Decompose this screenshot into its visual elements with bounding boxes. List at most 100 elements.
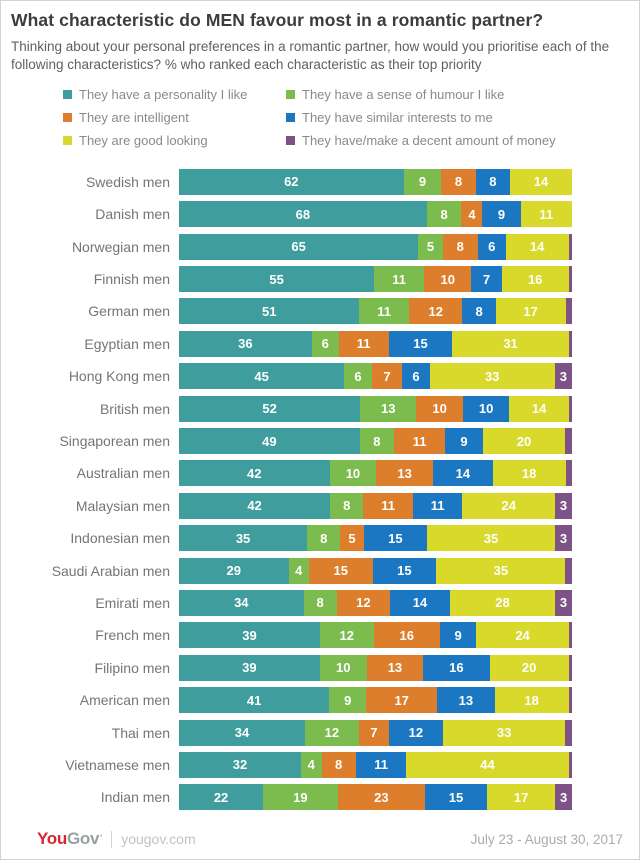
- bar-segment-intelligent: 11: [363, 492, 413, 519]
- chart-row: Swedish men 62 9 8 8 14: [1, 168, 639, 195]
- bar-segment-humour: 6: [344, 363, 372, 390]
- bar-segment-interests: 8: [475, 168, 511, 195]
- bar-segment-looks: 35: [436, 557, 566, 584]
- bar-segment-money: 3: [555, 589, 572, 616]
- row-label: Egyptian men: [84, 335, 170, 352]
- bar-segment-looks: 14: [505, 233, 569, 260]
- bar-segment-value: 16: [399, 627, 414, 643]
- bar-segment-intelligent: 5: [340, 525, 364, 552]
- chart-row: Filipino men 39 10 13 16 20: [1, 654, 639, 681]
- bar-segment-money: [565, 719, 572, 746]
- bar-segment-value: 8: [335, 757, 343, 773]
- bar-segment-value: 8: [475, 303, 483, 319]
- bar-segment-value: 17: [523, 303, 538, 319]
- stacked-bar: 42 8 11 11 24 3: [179, 492, 572, 519]
- bar-segment-personality: 65: [179, 233, 419, 260]
- bar-segment-humour: 13: [360, 395, 417, 422]
- bar-segment-intelligent: 11: [338, 330, 389, 357]
- bar-segment-value: 6: [354, 368, 362, 384]
- bar-segment-value: 6: [321, 336, 329, 352]
- bar-segment-interests: 13: [437, 687, 495, 714]
- bar-segment-interests: 14: [390, 589, 450, 616]
- bar-segment-looks: 18: [494, 687, 569, 714]
- bar-segment-intelligent: 8: [442, 233, 478, 260]
- bar-segment-value: 62: [284, 174, 299, 190]
- bar-segment-intelligent: 10: [416, 395, 463, 422]
- legend-label-looks: They are good looking: [79, 132, 208, 148]
- bar-segment-money: [565, 460, 572, 487]
- legend-label-money: They have/make a decent amount of money: [302, 132, 556, 148]
- chart-row: Vietnamese men 32 4 8 11 44: [1, 751, 639, 778]
- bar-segment-humour: 11: [359, 298, 409, 325]
- bar-segment-personality: 36: [179, 330, 312, 357]
- bar-segment-value: 41: [246, 692, 262, 708]
- bar-segment-personality: 39: [179, 622, 321, 649]
- bar-segment-value: 7: [482, 271, 491, 287]
- bar-segment-value: 4: [468, 206, 476, 222]
- chart-row: Egyptian men 36 6 11 15 31: [1, 330, 639, 357]
- brand-you: You: [37, 829, 67, 848]
- legend-item-interests: They have similar interests to me: [286, 110, 639, 125]
- bar-segment-money: 3: [555, 525, 572, 552]
- bar-segment-value: 13: [458, 692, 474, 708]
- bar-segment-personality: 55: [179, 266, 375, 293]
- bar-segment-value: 11: [412, 433, 427, 449]
- row-label: Swedish men: [85, 173, 170, 190]
- bar-segment-interests: 15: [363, 525, 427, 552]
- stacked-bar: 42 10 13 14 18: [179, 460, 572, 487]
- bar-segment-value: 12: [428, 303, 443, 319]
- bar-segment-personality: 62: [179, 168, 404, 195]
- bar-segment-value: 68: [295, 206, 311, 222]
- bar-segment-value: 11: [377, 303, 392, 319]
- row-label: Malaysian men: [75, 497, 170, 514]
- bar-segment-looks: 28: [449, 589, 556, 616]
- bar-segment-personality: 29: [179, 557, 289, 584]
- bar-segment-value: 13: [387, 660, 403, 676]
- bar-segment-interests: 11: [412, 492, 463, 519]
- legend-label-interests: They have similar interests to me: [302, 109, 493, 125]
- bar-segment-value: 18: [521, 465, 537, 481]
- chart-row: Australian men 42 10 13 14 18: [1, 460, 639, 487]
- bar-segment-value: 10: [345, 465, 361, 481]
- bar-segment-money: [565, 298, 573, 325]
- bar-segment-value: 15: [333, 563, 348, 579]
- bar-segment-value: 52: [262, 401, 277, 417]
- chart-row: French men 39 12 16 9 24: [1, 622, 639, 649]
- bar-segment-value: 9: [460, 433, 468, 449]
- bar-segment-looks: 20: [482, 428, 566, 455]
- bar-segment-value: 3: [559, 498, 568, 514]
- bar-segment-value: 28: [495, 595, 510, 611]
- bar-segment-humour: 9: [329, 687, 367, 714]
- bar-segment-interests: 9: [439, 622, 477, 649]
- stacked-bar: 34 12 7 12 33: [179, 719, 572, 746]
- footer-site: yougov.com: [121, 831, 196, 847]
- bar-segment-money: [568, 654, 572, 681]
- legend-item-money: They have/make a decent amount of money: [286, 133, 639, 148]
- legend-label-intelligent: They are intelligent: [79, 109, 189, 125]
- bar-segment-value: 7: [370, 725, 378, 741]
- bar-segment-value: 33: [484, 368, 500, 384]
- bar-segment-intelligent: 15: [308, 557, 373, 584]
- bar-segment-intelligent: 7: [371, 363, 403, 390]
- bar-segment-value: 31: [503, 336, 518, 352]
- bar-segment-looks: 11: [520, 201, 572, 228]
- bar-segment-value: 9: [344, 692, 352, 708]
- bar-segment-value: 3: [559, 368, 567, 384]
- bar-segment-interests: 9: [482, 201, 521, 228]
- bar-segment-value: 10: [478, 401, 494, 417]
- footer-date-range: July 23 - August 30, 2017: [470, 831, 623, 847]
- row-label: Vietnamese men: [65, 756, 170, 773]
- bar-segment-value: 12: [324, 725, 340, 741]
- row-label: Saudi Arabian men: [51, 562, 170, 579]
- bar-segment-value: 55: [269, 271, 284, 287]
- bar-segment-value: 3: [560, 789, 568, 805]
- bar-segment-humour: 6: [311, 330, 339, 357]
- stacked-bar: 39 12 16 9 24: [179, 622, 572, 649]
- bar-segment-value: 14: [529, 239, 545, 255]
- bar-segment-interests: 11: [355, 751, 407, 778]
- bar-segment-interests: 7: [471, 266, 502, 293]
- row-label: Danish men: [95, 206, 170, 223]
- row-label: French men: [95, 627, 170, 644]
- bar-segment-value: 8: [373, 433, 381, 449]
- bar-segment-value: 10: [335, 660, 351, 676]
